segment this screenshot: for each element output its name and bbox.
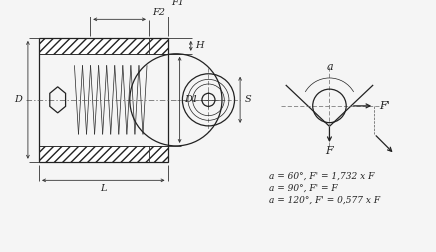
Text: D: D [14, 95, 22, 104]
Text: F': F' [379, 101, 389, 111]
Bar [149, 146, 167, 162]
Text: a = 60°, F' = 1,732 x F: a = 60°, F' = 1,732 x F [269, 171, 375, 180]
Text: F: F [326, 146, 334, 155]
Bar [39, 146, 149, 162]
Bar [39, 38, 149, 54]
Text: S: S [245, 95, 252, 104]
Text: F2: F2 [153, 9, 166, 17]
Text: a = 120°, F' = 0,577 x F: a = 120°, F' = 0,577 x F [269, 195, 380, 204]
Bar [149, 38, 167, 54]
Text: F1: F1 [171, 0, 184, 7]
Text: a = 90°, F' = F: a = 90°, F' = F [269, 183, 337, 192]
Text: D1: D1 [184, 95, 198, 104]
Text: a: a [326, 62, 333, 72]
Text: H: H [195, 41, 204, 50]
Text: L: L [100, 184, 106, 193]
